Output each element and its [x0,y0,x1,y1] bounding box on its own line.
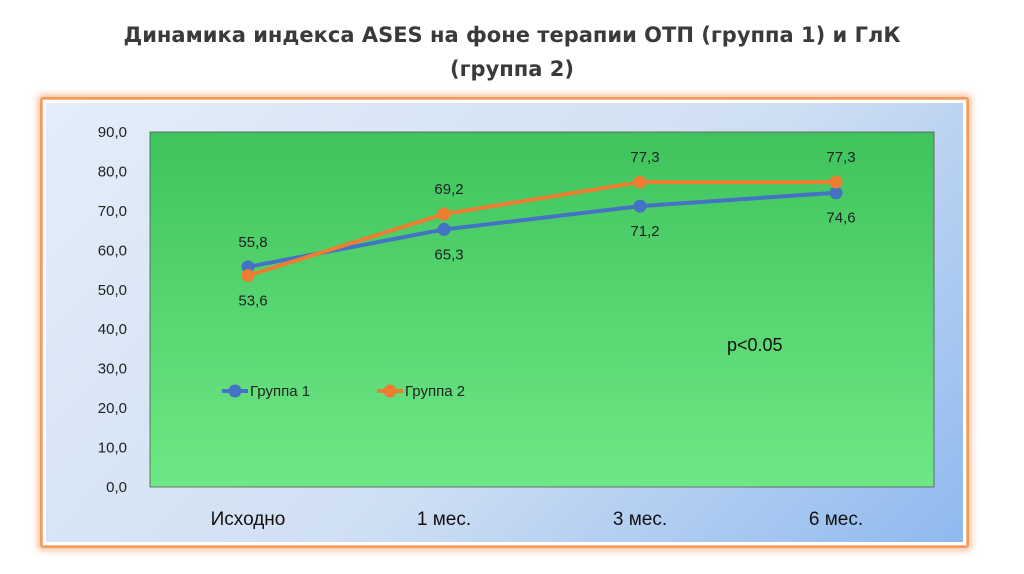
plot-area [149,131,935,488]
p-value-annotation: p<0.05 [727,335,783,355]
chart-title-line-1: Динамика индекса ASES на фоне терапии ОТ… [123,23,901,47]
x-category-label: 3 мес. [613,509,667,530]
data-label: 69,2 [434,181,463,198]
data-point [829,175,843,189]
data-label: 74,6 [826,210,855,227]
y-tick-label: 30,0 [98,361,127,378]
y-tick-label: 90,0 [98,124,127,141]
data-label: 53,6 [238,293,267,310]
data-point [633,199,647,213]
data-label: 77,3 [826,149,855,166]
legend-marker [383,384,397,398]
chart-title-line-2: (группа 2) [449,57,574,81]
data-label: 55,8 [238,234,267,251]
y-tick-label: 80,0 [98,163,127,180]
data-label: 77,3 [630,149,659,166]
data-label: 71,2 [630,223,659,240]
x-category-label: 6 мес. [809,509,863,530]
y-tick-label: 40,0 [98,321,127,338]
data-point [437,207,451,221]
y-tick-label: 50,0 [98,282,127,299]
y-tick-label: 0,0 [106,479,127,496]
data-point [437,222,451,236]
legend-label: Группа 2 [405,383,465,400]
data-point [633,175,647,189]
y-tick-label: 20,0 [98,400,127,417]
legend-item-1: Группа 1 [222,383,310,400]
series-line-1 [247,190,837,269]
legend-label: Группа 1 [250,383,310,400]
x-category-label: 1 мес. [417,509,471,530]
data-point [241,269,255,283]
x-category-label: Исходно [211,509,286,530]
y-tick-label: 60,0 [98,242,127,259]
series-line-2 [247,180,836,278]
data-label: 65,3 [434,246,463,263]
legend-item-2: Группа 2 [377,383,465,400]
chart-title: Динамика индекса ASES на фоне терапии ОТ… [0,18,1024,86]
y-tick-label: 10,0 [98,440,127,457]
legend-marker [228,384,242,398]
data-point [829,186,843,200]
y-tick-label: 70,0 [98,203,127,220]
